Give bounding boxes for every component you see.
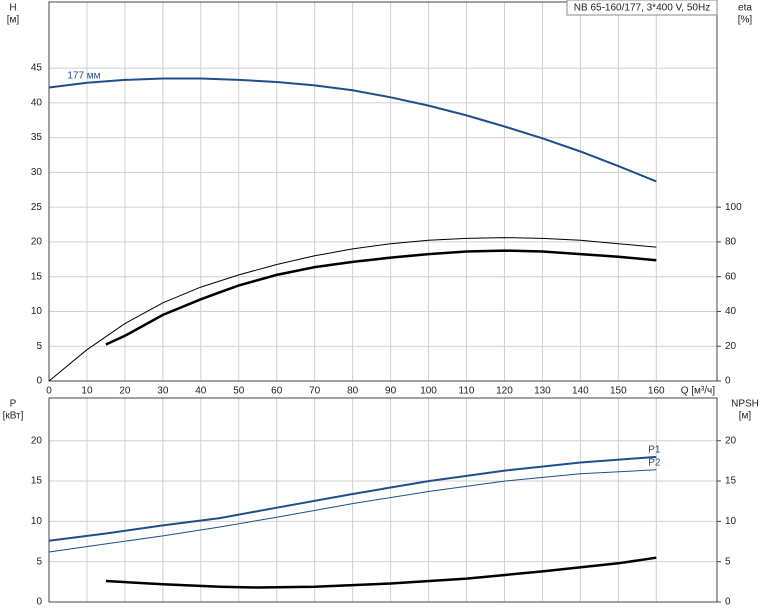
x-tick-label: 150 [610,386,627,397]
y-tick-label: 5 [36,556,42,567]
x-tick-label: 120 [496,386,513,397]
y-tick-label: 15 [31,271,43,282]
y-tick-label: 45 [31,63,43,74]
y2-tick-label: 0 [725,597,731,608]
y2-tick-label: 80 [725,237,737,248]
x-tick-label: 100 [420,386,437,397]
x-tick-label: 70 [309,386,321,397]
x-tick-label: 80 [347,386,359,397]
y-tick-label: 10 [31,306,43,317]
y-tick-label: 0 [36,597,42,608]
title-box [566,0,718,16]
x-tick-label: 20 [119,386,131,397]
curve [48,455,657,542]
y2-axis-unit: [%] [738,15,753,26]
x-axis-label: Q [м³/ч] [681,386,716,397]
plot-frame [48,1,718,382]
series-label: P2 [648,457,661,468]
x-tick-label: 40 [195,386,207,397]
curve [48,237,657,382]
y2-tick-label: 15 [725,476,737,487]
x-tick-label: 60 [271,386,283,397]
y2-axis-label: NPSH [731,399,759,410]
y2-tick-label: 100 [725,202,742,213]
x-tick-label: 10 [81,386,93,397]
y-tick-label: 10 [31,516,43,527]
y-tick-label: 20 [31,237,43,248]
y2-tick-label: 10 [725,516,737,527]
chart-title: NB 65-160/177, 3*400 V, 50Hz [574,3,710,14]
y-axis-unit: [м] [7,15,20,26]
y2-tick-label: 0 [725,376,731,387]
y2-tick-label: 40 [725,306,737,317]
y-axis-unit: [кВт] [3,411,24,422]
curve [48,77,657,183]
y-tick-label: 25 [31,202,43,213]
y-tick-label: 20 [31,435,43,446]
y-tick-label: 5 [36,341,42,352]
curve [105,556,657,589]
y-tick-label: 0 [36,376,42,387]
y-tick-label: 35 [31,132,43,143]
x-tick-label: 0 [46,386,52,397]
y2-tick-label: 20 [725,435,737,446]
curve [48,469,657,553]
series-label: 177 мм [67,70,100,81]
y2-axis-label: eta [738,3,752,14]
y-axis-label: P [10,399,17,410]
series-label: P1 [648,445,661,456]
x-tick-label: 90 [385,386,397,397]
curve [105,249,657,346]
x-tick-label: 160 [648,386,665,397]
x-tick-label: 110 [459,386,475,397]
x-tick-label: 50 [233,386,245,397]
y2-axis-unit: [м] [739,411,752,422]
y-tick-label: 40 [31,97,43,108]
y-tick-label: 15 [31,476,43,487]
x-tick-label: 30 [157,386,169,397]
y2-tick-label: 60 [725,271,737,282]
y2-tick-label: 5 [725,556,731,567]
x-tick-label: 140 [572,386,589,397]
plot-frame [48,397,718,603]
y-axis-label: H [9,3,16,14]
y-tick-label: 30 [31,167,43,178]
x-tick-label: 130 [534,386,551,397]
y2-tick-label: 20 [725,341,737,352]
